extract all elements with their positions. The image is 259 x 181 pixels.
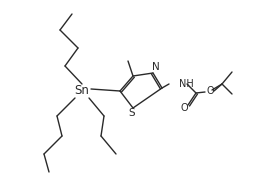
Text: S: S [129,108,135,118]
Text: O: O [206,86,214,96]
Text: Sn: Sn [75,85,89,98]
Text: N: N [152,62,160,72]
Text: O: O [180,103,188,113]
Text: NH: NH [179,79,194,89]
